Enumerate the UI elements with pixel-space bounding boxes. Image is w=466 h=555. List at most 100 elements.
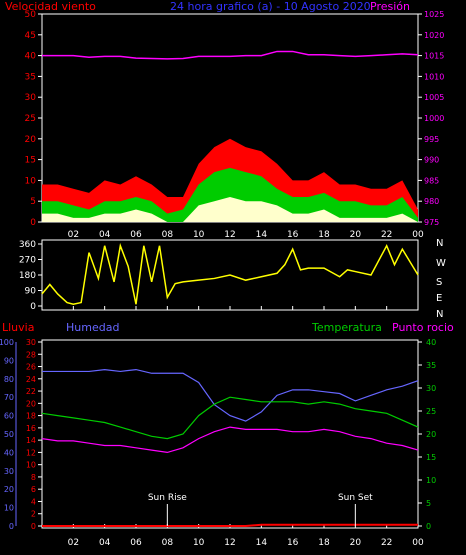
x-tick-label: 16 [287, 230, 299, 240]
x-tick-label: 14 [256, 230, 268, 240]
rain-tick-label: 0 [31, 522, 36, 531]
rain-tick-label: 2 [31, 510, 36, 519]
wind-speed-tick-label: 5 [30, 197, 36, 207]
x-tick-label: 18 [318, 230, 330, 240]
x-tick-label: 16 [287, 538, 299, 548]
pressure-tick-label: 1020 [424, 31, 444, 40]
direction-tick-label: 90 [25, 287, 37, 297]
wind-speed-tick-label: 25 [25, 114, 36, 124]
x-tick-label: 02 [68, 538, 79, 548]
compass-label: E [436, 293, 442, 304]
rain-tick-label: 30 [26, 338, 36, 347]
wind-speed-tick-label: 10 [25, 176, 37, 186]
humidity-tick-label: 80 [4, 375, 14, 384]
temperature-tick-label: 35 [426, 361, 436, 370]
dewpoint-label: Punto rocio [392, 321, 454, 334]
series-line-humidity [42, 368, 419, 422]
sunset-label: Sun Set [338, 493, 373, 503]
wind-speed-tick-label: 35 [25, 72, 36, 82]
series-line-temperature [41, 426, 419, 454]
pressure-line [42, 50, 419, 60]
pressure-label: Presión [370, 0, 410, 13]
x-tick-label: 08 [162, 230, 174, 240]
rain-label: Lluvia [2, 321, 34, 334]
wind-direction-line [41, 242, 419, 306]
compass-label: N [436, 309, 443, 320]
x-tick-label: 22 [381, 538, 392, 548]
wind-speed-tick-label: 40 [25, 52, 37, 62]
series-line-temperature [41, 396, 419, 440]
x-tick-label: 00 [412, 230, 424, 240]
rain-tick-label: 16 [26, 424, 36, 433]
rain-tick-label: 6 [31, 485, 36, 494]
rain-tick-label: 22 [26, 387, 36, 396]
rain-tick-label: 4 [31, 497, 36, 506]
humidity-tick-label: 100 [0, 338, 14, 347]
x-tick-label: 10 [193, 230, 205, 240]
x-tick-label: 12 [224, 230, 235, 240]
direction-tick-label: 180 [19, 271, 36, 281]
rain-tick-label: 12 [26, 448, 36, 457]
pressure-tick-label: 975 [424, 218, 439, 227]
compass-label: W [436, 258, 446, 269]
temperature-tick-label: 0 [426, 522, 431, 531]
pressure-tick-label: 995 [424, 135, 439, 144]
x-tick-label: 00 [412, 538, 424, 548]
humidity-label: Humedad [66, 321, 119, 334]
x-tick-label: 08 [162, 538, 174, 548]
x-tick-label: 20 [350, 230, 362, 240]
wind-average-area [42, 167, 418, 222]
humidity-tick-label: 20 [4, 485, 14, 494]
pressure-tick-label: 1015 [424, 52, 444, 61]
temperature-tick-label: 30 [426, 384, 436, 393]
x-tick-label: 06 [130, 538, 142, 548]
rain-tick-label: 26 [26, 363, 36, 372]
temperature-tick-label: 25 [426, 407, 436, 416]
direction-tick-label: 0 [30, 302, 36, 312]
humidity-tick-label: 10 [4, 504, 14, 513]
x-tick-label: 20 [350, 538, 362, 548]
humidity-tick-label: 50 [4, 430, 14, 439]
x-tick-label: 02 [68, 230, 79, 240]
humidity-tick-label: 70 [4, 393, 14, 402]
wind-speed-tick-label: 50 [25, 10, 37, 20]
pressure-tick-label: 1010 [424, 72, 444, 81]
x-tick-label: 06 [130, 230, 142, 240]
wind-speed-label: Velocidad viento [5, 0, 96, 13]
temperature-tick-label: 5 [426, 499, 431, 508]
temperature-tick-label: 15 [426, 453, 436, 462]
x-tick-label: 04 [99, 230, 111, 240]
rain-tick-label: 20 [26, 399, 36, 408]
wind-speed-tick-label: 15 [25, 156, 36, 166]
pressure-tick-label: 990 [424, 156, 439, 165]
humidity-tick-label: 40 [4, 448, 14, 457]
x-tick-label: 18 [318, 538, 330, 548]
wind-speed-tick-label: 0 [30, 218, 36, 228]
x-tick-label: 12 [224, 538, 235, 548]
pressure-tick-label: 1005 [424, 93, 444, 102]
rain-tick-label: 14 [26, 436, 36, 445]
pressure-tick-label: 985 [424, 176, 439, 185]
temperature-tick-label: 20 [426, 430, 436, 439]
temperature-tick-label: 10 [426, 476, 436, 485]
direction-tick-label: 270 [19, 256, 36, 266]
humidity-tick-label: 0 [9, 522, 14, 531]
rain-tick-label: 28 [26, 350, 36, 359]
temperature-tick-label: 40 [426, 338, 436, 347]
rain-tick-label: 8 [31, 473, 36, 482]
humidity-tick-label: 90 [4, 356, 14, 365]
pressure-tick-label: 980 [424, 197, 439, 206]
pressure-tick-label: 1000 [424, 114, 444, 123]
wind-lull-area [42, 197, 418, 222]
wind-speed-tick-label: 45 [25, 31, 36, 41]
x-tick-label: 22 [381, 230, 392, 240]
compass-label: S [436, 277, 442, 288]
humidity-tick-label: 30 [4, 467, 14, 476]
x-tick-label: 14 [256, 538, 268, 548]
temperature-label: Temperatura [311, 321, 382, 334]
x-tick-label: 10 [193, 538, 205, 548]
wind-speed-tick-label: 20 [25, 135, 37, 145]
direction-tick-label: 360 [19, 240, 36, 250]
rain-tick-label: 18 [26, 412, 36, 421]
